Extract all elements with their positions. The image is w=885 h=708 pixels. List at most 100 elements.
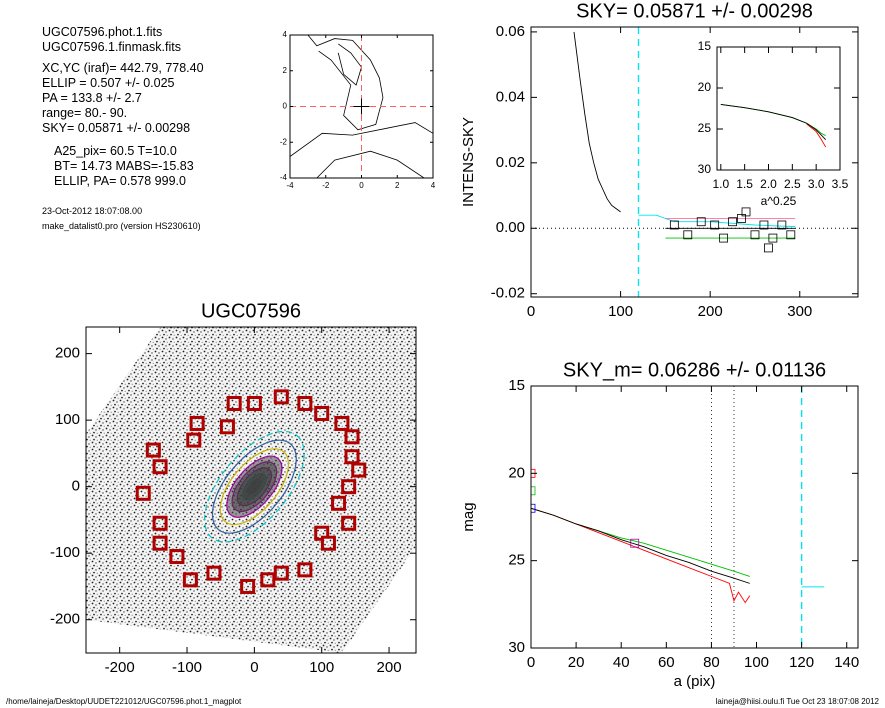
y-tick-label: -4 [280,173,288,182]
plot: 0 100 200 300 -0.02 0.00 0.02 0.04 0.06 SKY= 0.05… [460,0,859,320]
square-marker [669,220,679,230]
square-marker [710,220,720,230]
square-marker [630,538,640,548]
x-tick-label: 2 [395,181,400,190]
info-line: UGC07596.phot.1.fits [42,25,162,39]
info-date: 23-Oct-2012 18:07:08.00 [42,206,142,216]
y-axis-label: INTENS-SKY [460,117,477,207]
square-marker [169,549,185,565]
x-tick-label: 100 [309,659,334,676]
square-marker [741,207,751,217]
data-line [720,103,826,136]
plot: 0 20 40 60 80 100 120 140 15 20 25 30 SKY_m= 0.06286… [460,359,859,690]
data-line [573,31,621,213]
y-tick-label: 0 [72,478,80,495]
x-tick-label: 0 [527,654,535,671]
square-marker [531,486,536,496]
square-marker [719,233,729,243]
data-line [531,507,750,584]
data-line [531,507,751,604]
isophote [211,439,297,534]
y-tick-label: 0.02 [496,154,525,171]
x-tick-label: 80 [703,654,720,671]
contour [337,43,362,86]
x-tick-label: 0 [359,181,364,190]
x-tick-label: -200 [105,659,135,676]
y-tick-label: 30 [508,639,525,656]
plot-frame [530,385,859,649]
x-tick-label: -2 [322,181,330,190]
square-marker [737,214,746,223]
x-tick-label: 1.5 [736,177,753,191]
y-tick-label: 0 [283,102,288,111]
contour [290,122,433,157]
y-tick-label: 15 [508,377,525,394]
square-marker [297,562,313,578]
square-marker [314,405,330,421]
x-tick-label: 100 [608,303,633,320]
plot-area [86,327,416,653]
square-marker [759,220,769,230]
x-tick-label: 3.0 [808,177,825,191]
x-tick-label: 200 [698,303,723,320]
x-tick-label: 100 [744,654,769,671]
plot: -4 -2 0 2 4 -4 -2 0 2 4 [280,30,436,190]
info-line: ELLIP = 0.507 +/- 0.025 [42,76,175,90]
y-tick-label: 30 [698,162,712,176]
info-line: XC,YC (iraf)= 442.79, 778.40 [42,61,204,75]
square-marker [186,432,202,448]
square-marker [152,515,168,531]
image-corner [86,619,342,653]
x-tick-label: 200 [377,659,402,676]
x-tick-label: 0 [250,659,258,676]
isophote [226,455,283,518]
footer-user: laineja@hiisi.oulu.fi Tue Oct 23 18:07:0… [716,697,880,706]
square-marker [344,449,360,465]
plot-area [531,27,858,297]
square-marker [341,515,357,531]
info-line: SKY= 0.05871 +/- 0.00298 [42,121,190,135]
y-tick-label: 0.00 [496,219,525,236]
square-marker [786,230,796,240]
y-tick-label: 20 [508,464,525,481]
y-tick-label: 20 [698,80,712,94]
square-marker [341,479,357,495]
x-tick-label: -4 [286,181,294,190]
square-marker [351,462,367,478]
y-tick-label: 0.06 [496,23,525,40]
y-tick-label: 100 [55,411,80,428]
isophote [219,448,290,526]
x-tick-label: 60 [658,654,675,671]
info-block: UGC07596.phot.1.fitsUGC07596.1.finmask.f… [42,25,204,231]
y-tick-label: 2 [283,66,288,75]
plot-area [720,103,827,148]
y-tick-label: -0.02 [491,285,525,302]
chart-title: UGC07596 [201,300,301,322]
info-line: range= 80.- 90. [42,106,127,120]
image-corner [86,327,161,434]
square-marker [728,217,737,227]
plot: 1.0 1.5 2.0 2.5 3.0 3.5 15 20 25 30 a^0.25 [698,39,849,208]
chart-title: SKY_m= 0.06286 +/- 0.01136 [563,359,826,381]
square-marker [334,415,350,431]
square-marker [531,503,536,513]
square-marker [777,220,787,230]
x-tick-label: 20 [568,654,585,671]
contour [316,150,425,178]
square-marker [331,495,347,511]
x-tick-label: 140 [834,654,859,671]
data-line [638,214,796,228]
square-marker [240,578,256,594]
square-marker [344,429,360,445]
data-line [720,103,827,140]
info-line: BT= 14.73 MABS=-15.83 [54,159,194,173]
square-marker [206,565,222,581]
x-tick-label: 4 [431,181,436,190]
y-tick-label: -100 [50,544,80,561]
x-tick-label: 3.5 [832,177,849,191]
contour [307,35,384,131]
square-marker [152,459,168,475]
footer-path: /home/laineja/Desktop/UUDET221012/UGC075… [6,697,242,706]
x-tick-label: 0 [527,303,535,320]
